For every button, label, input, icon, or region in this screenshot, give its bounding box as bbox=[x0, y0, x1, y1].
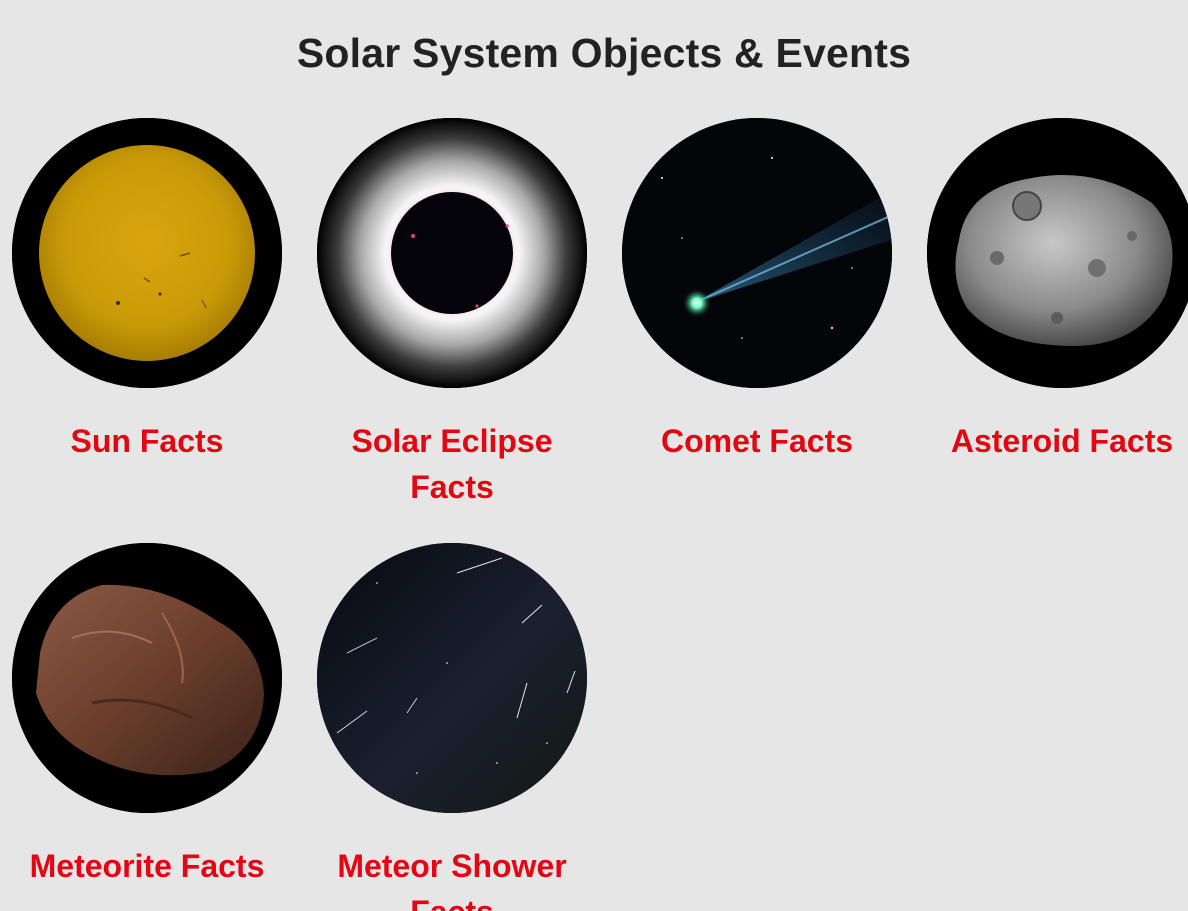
card-meteor-shower-facts[interactable]: Meteor Shower Facts bbox=[317, 543, 587, 911]
card-meteorite-facts[interactable]: Meteorite Facts bbox=[12, 543, 282, 889]
comet-image[interactable] bbox=[622, 118, 892, 388]
card-comet-facts[interactable]: Comet Facts bbox=[622, 118, 892, 464]
card-label[interactable]: Solar Eclipse Facts bbox=[351, 423, 553, 505]
card-label[interactable]: Sun Facts bbox=[70, 423, 224, 459]
card-label[interactable]: Meteor Shower Facts bbox=[337, 848, 567, 911]
sun-image[interactable] bbox=[12, 118, 282, 388]
card-label[interactable]: Comet Facts bbox=[660, 423, 854, 459]
solar-eclipse-image[interactable] bbox=[317, 118, 587, 388]
meteorite-image[interactable] bbox=[12, 543, 282, 813]
card-label[interactable]: Meteorite Facts bbox=[29, 848, 265, 884]
asteroid-image[interactable] bbox=[927, 118, 1188, 388]
card-sun-facts[interactable]: Sun Facts bbox=[12, 118, 282, 464]
card-label[interactable]: Asteroid Facts bbox=[950, 423, 1174, 459]
card-asteroid-facts[interactable]: Asteroid Facts bbox=[927, 118, 1188, 464]
meteor-shower-image[interactable] bbox=[317, 543, 587, 813]
page-title: Solar System Objects & Events bbox=[296, 30, 912, 76]
card-solar-eclipse-facts[interactable]: Solar Eclipse Facts bbox=[317, 118, 587, 510]
